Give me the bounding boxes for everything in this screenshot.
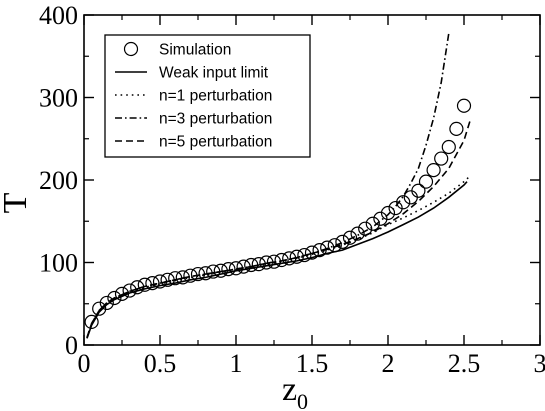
legend-label-n-1-perturbation: n=1 perturbation <box>159 88 272 105</box>
x-tick-label: 1 <box>230 349 243 378</box>
plot-area <box>84 33 472 339</box>
legend-label-simulation: Simulation <box>159 42 231 59</box>
data-point-simulation <box>411 183 426 198</box>
legend: Simulation Weak input limit n=1 perturbati… <box>104 34 311 158</box>
data-point-simulation <box>396 195 411 210</box>
legend-swatch-simulation <box>123 41 139 57</box>
data-point-simulation <box>274 252 289 268</box>
y-tick-label: 200 <box>39 166 78 195</box>
data-point-simulation <box>373 211 388 226</box>
data-point-simulation <box>92 301 107 316</box>
data-point-simulation <box>456 98 472 113</box>
x-tick-label: 2.5 <box>448 349 481 378</box>
legend-label-weak-input-limit: Weak input limit <box>159 65 269 82</box>
y-tick-label: 300 <box>39 84 78 113</box>
data-point-simulation <box>449 121 464 136</box>
data-point-simulation <box>342 230 358 245</box>
y-tick-label: 400 <box>39 1 78 30</box>
x-tick-label: 1.5 <box>296 349 329 378</box>
data-point-simulation <box>388 200 403 216</box>
y-tick-label: 0 <box>65 331 78 360</box>
x-tick-label: 0.5 <box>144 349 177 378</box>
data-point-simulation <box>107 290 122 306</box>
data-point-simulation <box>99 295 114 311</box>
legend-box <box>104 34 311 158</box>
axes: 0 0.5 1 1.5 2 2.5 3 0 100 200 300 400 <box>39 1 545 378</box>
series-line-n-5-perturbation <box>86 120 471 338</box>
data-point-simulation <box>297 247 312 263</box>
data-point-simulation <box>418 174 434 189</box>
data-point-simulation <box>221 262 236 277</box>
data-point-simulation <box>426 163 441 178</box>
series-line-weak-input-limit <box>86 181 468 339</box>
x-tick-label: 3 <box>534 349 545 378</box>
x-tick-label: 2 <box>382 349 395 378</box>
data-point-simulation <box>350 226 365 241</box>
data-point-simulation <box>441 139 456 155</box>
x-axis-title: z0 <box>282 371 308 411</box>
data-point-simulation <box>380 205 396 221</box>
x-axis-title-subscript: 0 <box>297 389 308 411</box>
y-tick-label: 100 <box>39 249 78 278</box>
data-point-simulation <box>84 314 99 329</box>
data-point-simulation <box>289 249 304 264</box>
legend-label-n-3-perturbation: n=3 perturbation <box>159 111 272 128</box>
data-point-simulation <box>434 151 449 166</box>
data-point-simulation <box>365 216 380 231</box>
x-tick-label: 0 <box>78 349 91 378</box>
y-axis-title: T <box>0 192 34 213</box>
legend-label-n-5-perturbation: n=5 perturbation <box>159 134 272 151</box>
data-point-simulation <box>145 276 160 291</box>
